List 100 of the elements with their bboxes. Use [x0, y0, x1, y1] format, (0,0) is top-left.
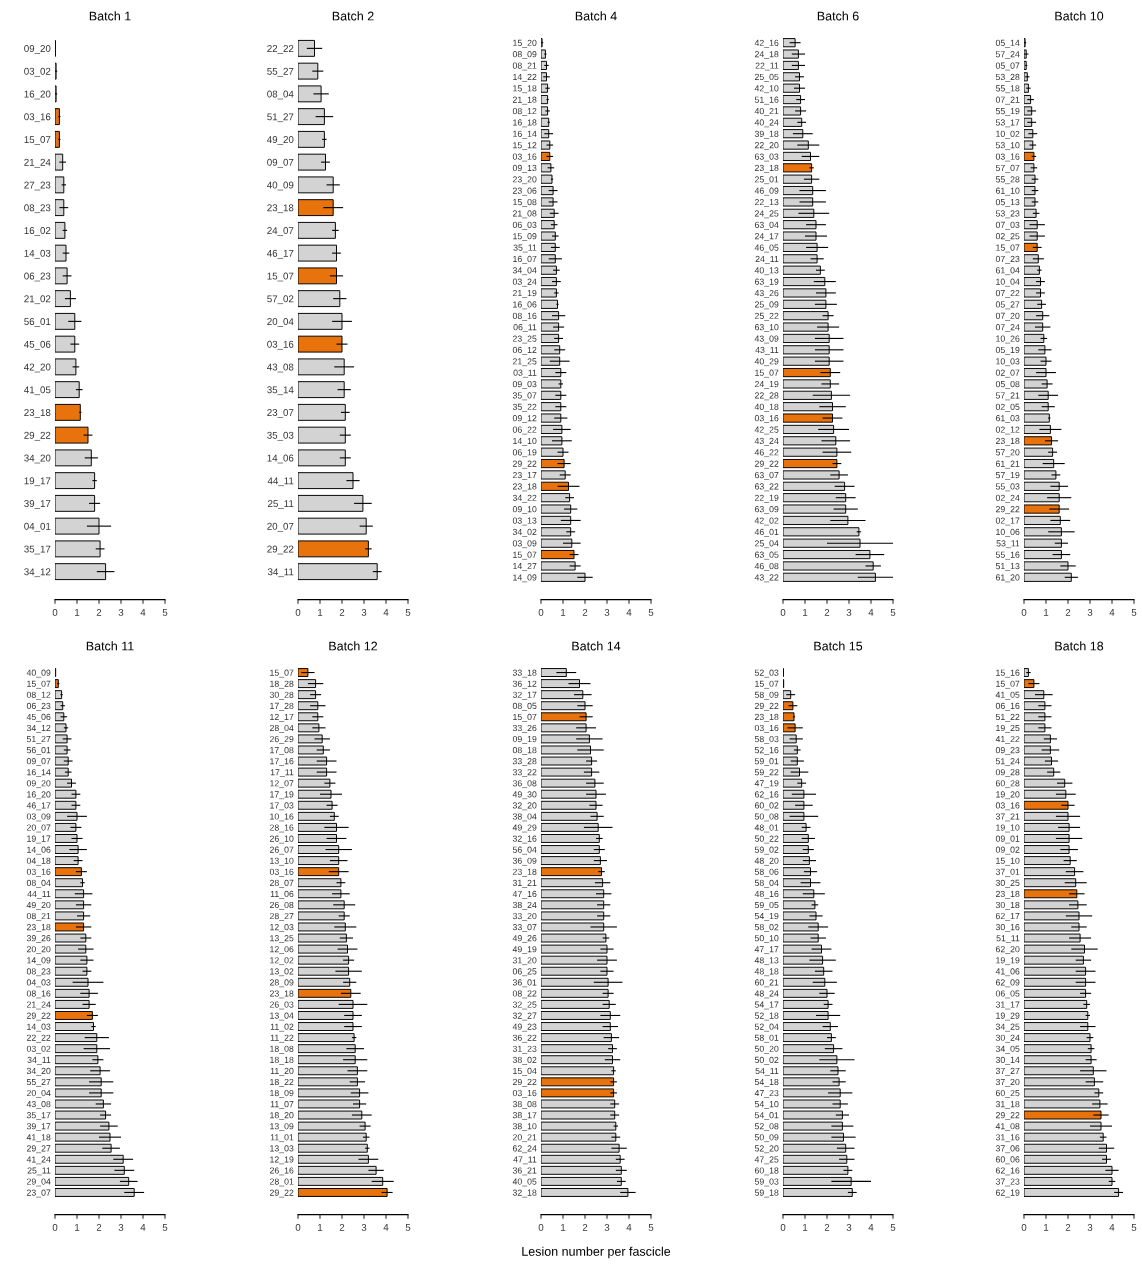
y-tick-label: 21_02 [24, 295, 51, 305]
y-tick-label: 33_20 [512, 912, 537, 921]
bar [541, 493, 571, 503]
y-tick-label: 60_28 [995, 780, 1020, 789]
y-tick-label: 13_03 [270, 1145, 294, 1154]
bar [55, 176, 65, 194]
bar [541, 242, 556, 253]
y-tick-label: 24_25 [754, 210, 779, 219]
y-tick-label: 58_01 [754, 1034, 779, 1043]
x-tick-label: 3 [604, 1223, 610, 1231]
y-tick-label: 10_04 [996, 278, 1020, 287]
y-tick-label: 34_20 [26, 1067, 51, 1076]
y-tick-label: 21_08 [512, 210, 537, 219]
bar [541, 299, 558, 309]
x-tick-label: 5 [890, 609, 896, 616]
y-tick-label: 09_07 [26, 758, 51, 766]
y-tick-label: 33_26 [512, 724, 537, 733]
x-tick-label: 4 [1109, 1224, 1115, 1231]
y-tick-label: 15_08 [513, 199, 537, 207]
y-tick-label: 29_22 [267, 545, 294, 555]
x-tick-label: 5 [648, 609, 654, 616]
bar [541, 151, 551, 162]
y-tick-label: 46_22 [754, 449, 779, 458]
y-tick-label: 43_08 [26, 1101, 51, 1109]
bar [298, 62, 319, 80]
y-tick-label: 52_04 [754, 1023, 779, 1032]
chart-title: Batch 11 [86, 641, 134, 651]
y-tick-label: 33_22 [512, 769, 537, 777]
bar [541, 867, 602, 877]
y-tick-label: 07_23 [995, 255, 1020, 264]
y-tick-label: 34_04 [512, 267, 537, 276]
bar [541, 1066, 615, 1076]
y-tick-label: 57_21 [995, 392, 1020, 401]
y-tick-label: 03_16 [24, 113, 51, 123]
y-tick-label: 63_19 [754, 278, 779, 287]
y-tick-label: 05_13 [995, 199, 1020, 207]
bar [55, 358, 77, 376]
y-tick-label: 18_20 [270, 1112, 294, 1120]
y-tick-label: 60_18 [754, 1167, 779, 1176]
y-tick-label: 62_09 [995, 979, 1020, 988]
y-tick-label: 41_18 [26, 1134, 51, 1143]
bar [298, 878, 342, 888]
y-tick-label: 38_08 [512, 1101, 537, 1109]
bar [55, 822, 77, 832]
bar [55, 108, 60, 126]
bar [1024, 1176, 1113, 1186]
x-tick-label: 1 [75, 1224, 80, 1231]
y-tick-label: 15_07 [513, 713, 537, 722]
y-tick-label: 43_08 [267, 363, 294, 373]
y-tick-label: 44_11 [267, 477, 294, 487]
y-tick-label: 45_06 [26, 713, 51, 722]
y-tick-label: 09_12 [512, 415, 537, 423]
bar [783, 701, 794, 711]
y-tick-label: 29_22 [269, 1189, 294, 1198]
y-tick-label: 16_20 [24, 90, 51, 100]
x-tick-label: 0 [52, 1223, 58, 1231]
x-tick-label: 4 [383, 609, 389, 616]
bar [55, 789, 77, 799]
y-tick-label: 22_20 [754, 142, 779, 150]
y-tick-label: 48_01 [754, 824, 779, 833]
x-tick-label: 3 [118, 1223, 124, 1231]
y-tick-label: 61_03 [995, 415, 1020, 423]
y-tick-label: 34_12 [26, 724, 51, 733]
bar [55, 679, 59, 689]
y-tick-label: 10_02 [996, 130, 1020, 139]
y-tick-label: 14_10 [513, 437, 537, 446]
y-tick-label: 23_18 [512, 483, 537, 492]
y-tick-label: 19_10 [996, 824, 1020, 833]
y-tick-label: 11_06 [270, 890, 294, 899]
bar [298, 403, 346, 421]
y-tick-label: 22_19 [754, 494, 779, 503]
chart-title: Batch 6 [817, 11, 859, 21]
y-tick-label: 62_16 [995, 1167, 1020, 1176]
y-tick-label: 56_04 [512, 846, 537, 855]
y-tick-label: 31_20 [512, 957, 537, 966]
y-tick-label: 24_07 [267, 227, 294, 236]
bar [55, 267, 68, 285]
y-tick-label: 06_23 [26, 702, 51, 711]
y-tick-label: 28_01 [269, 1178, 294, 1187]
bar [541, 333, 560, 344]
y-tick-label: 59_18 [754, 1189, 779, 1198]
bar [541, 549, 575, 560]
y-tick-label: 22_11 [755, 62, 779, 71]
y-tick-label: 29_22 [26, 1012, 51, 1021]
y-tick-label: 19_19 [996, 957, 1020, 966]
y-tick-label: 41_05 [995, 691, 1020, 700]
bar [298, 540, 369, 558]
y-tick-label: 09_23 [995, 747, 1020, 755]
x-tick-label: 5 [162, 609, 168, 616]
x-tick-label: 3 [846, 1223, 852, 1231]
bar [541, 1077, 615, 1087]
y-tick-label: 14_27 [513, 563, 537, 571]
bar [55, 800, 77, 810]
x-tick-label: 4 [383, 1224, 389, 1231]
y-tick-label: 52_08 [754, 1123, 779, 1131]
y-tick-label: 17_16 [270, 758, 294, 766]
y-tick-label: 15_18 [513, 85, 537, 94]
y-tick-label: 47_11 [513, 1156, 537, 1165]
bar [541, 1132, 617, 1142]
y-tick-label: 03_16 [754, 724, 779, 733]
